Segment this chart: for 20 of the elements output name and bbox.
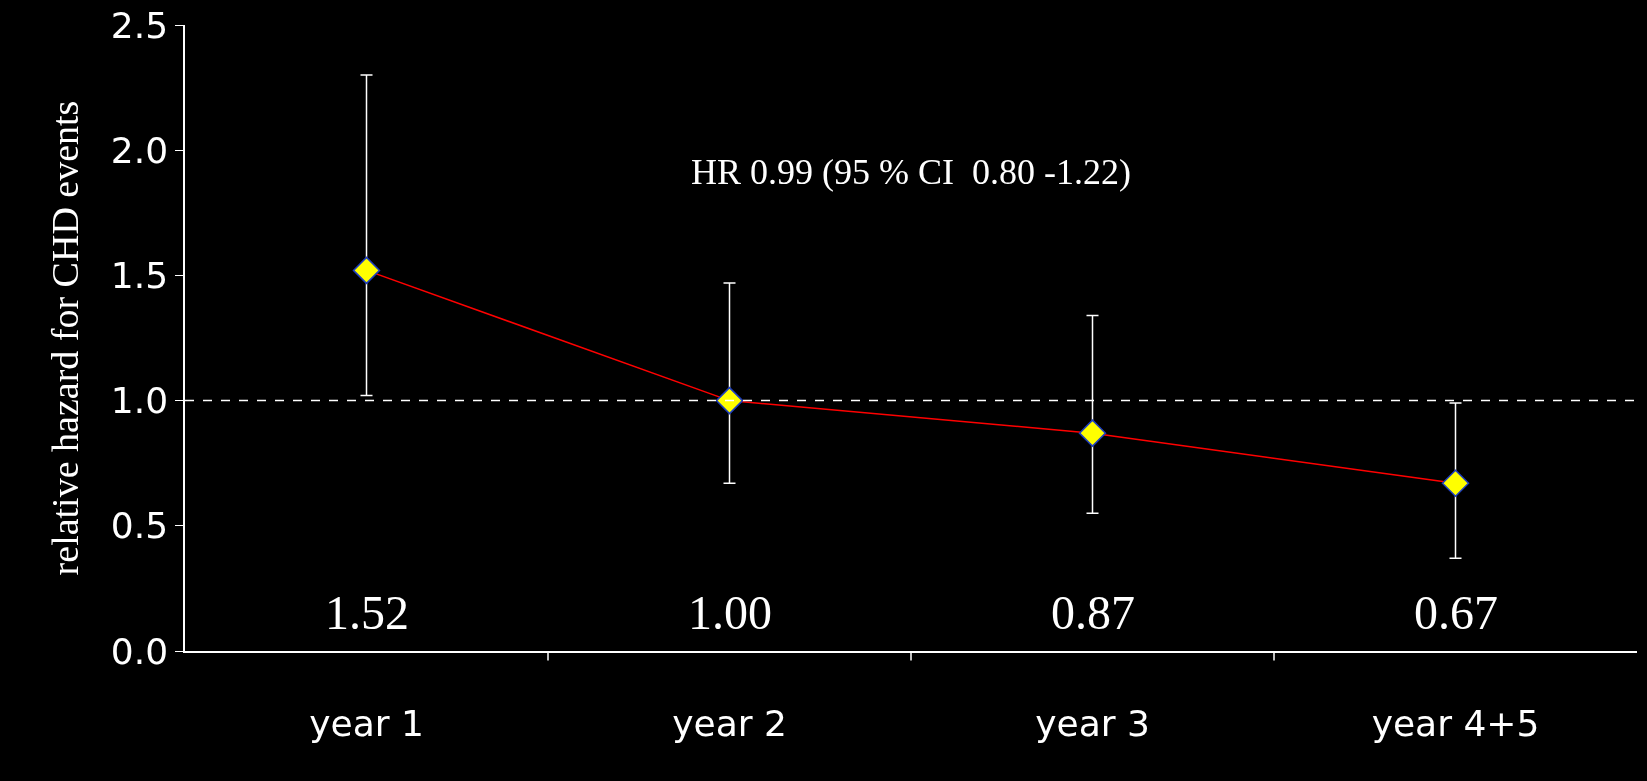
point — [1441, 469, 1470, 497]
y-tick-label: 1.5 — [110, 255, 169, 296]
text: 0.87 — [1051, 586, 1135, 639]
point — [1078, 419, 1107, 447]
y-axis-title: relative hazard for CHD events — [44, 100, 87, 576]
annotation: HR 0.99 (95 % CI 0.80 -1.22) — [691, 152, 1131, 192]
y-tick-label: 1.0 — [110, 380, 169, 422]
text: 1.52 — [325, 586, 409, 639]
y-tick-label: 0.0 — [110, 630, 169, 672]
text: 1.00 — [688, 586, 772, 639]
y-tick-label: 0.5 — [110, 505, 169, 547]
x-tick-label: year 1 — [309, 702, 424, 744]
point — [352, 256, 381, 285]
x-tick-label: year 3 — [1035, 702, 1150, 744]
point — [715, 386, 744, 415]
y-tick-label: 2.0 — [110, 129, 169, 171]
x-tick-label: year 4+5 — [1371, 702, 1540, 744]
text: 0.67 — [1414, 586, 1498, 639]
y-tick-label: 2.5 — [110, 4, 169, 46]
x-tick-label: year 2 — [672, 702, 787, 744]
